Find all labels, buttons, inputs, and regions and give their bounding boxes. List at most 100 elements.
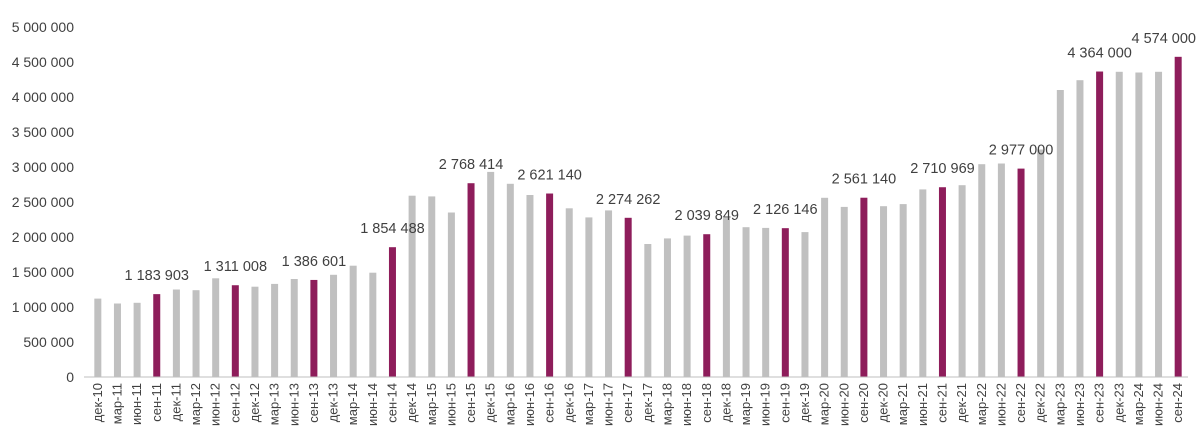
bar — [1056, 90, 1064, 377]
bar — [153, 294, 161, 377]
x-tick-label: июн-13 — [286, 383, 301, 426]
bar — [487, 171, 495, 377]
y-tick-label: 4 000 000 — [12, 89, 74, 105]
bar — [231, 285, 239, 377]
x-tick-label: сен-14 — [384, 383, 399, 423]
bar — [251, 286, 259, 377]
data-label: 2 274 262 — [596, 192, 661, 208]
x-tick-label: мар-24 — [1131, 383, 1146, 425]
x-tick-label: июн-18 — [679, 383, 694, 426]
y-tick-label: 500 000 — [23, 334, 74, 350]
bar — [113, 303, 121, 377]
x-tick-label: июн-19 — [758, 383, 773, 426]
x-tick-label: июн-20 — [836, 383, 851, 426]
bar — [388, 247, 396, 377]
x-axis: дек-10 мар-11 июн-11 сен-11 дек-11 мар-12 июн-… — [84, 376, 1188, 426]
y-tick-label: 4 500 000 — [12, 54, 74, 70]
bar — [212, 278, 220, 377]
x-tick-label: июн-17 — [601, 383, 616, 426]
x-tick-label: дек-10 — [90, 383, 105, 422]
x-tick-label: июн-12 — [208, 383, 223, 426]
x-tick-label: сен-18 — [699, 383, 714, 423]
bar — [683, 235, 691, 377]
x-tick-label: дек-16 — [561, 383, 576, 422]
x-tick-label: дек-13 — [326, 383, 341, 422]
bar — [1115, 71, 1123, 378]
x-tick-label: мар-14 — [345, 383, 360, 425]
x-tick-label: сен-23 — [1092, 383, 1107, 423]
bar — [585, 217, 593, 377]
bar — [192, 290, 200, 377]
bar — [310, 279, 318, 377]
x-tick-label: сен-24 — [1170, 383, 1185, 423]
y-tick-label: 3 500 000 — [12, 124, 74, 140]
bar — [1076, 80, 1084, 377]
bar — [290, 279, 298, 377]
bar — [860, 197, 868, 377]
bar — [133, 302, 141, 377]
y-tick-label: 2 500 000 — [12, 194, 74, 210]
x-tick-label: дек-12 — [247, 383, 262, 422]
x-tick-label: июн-16 — [522, 383, 537, 426]
bar — [1135, 72, 1143, 377]
bar — [624, 217, 632, 377]
bar — [938, 187, 946, 377]
x-tick-label: сен-17 — [620, 383, 635, 423]
bar — [997, 163, 1005, 377]
bar — [408, 195, 416, 377]
x-tick-label: сен-11 — [149, 383, 164, 422]
x-tick-label: июн-24 — [1151, 383, 1166, 426]
bar — [349, 265, 357, 377]
data-label: 2 768 414 — [439, 157, 504, 173]
x-tick-label: дек-23 — [1111, 383, 1126, 422]
x-tick-label: дек-18 — [718, 383, 733, 422]
x-tick-label: мар-19 — [738, 383, 753, 425]
data-label: 4 364 000 — [1067, 46, 1132, 62]
x-tick-label: июн-11 — [129, 383, 144, 425]
bar — [506, 183, 514, 377]
bar — [742, 227, 750, 377]
x-tick-label: дек-14 — [404, 383, 419, 422]
x-tick-label: мар-18 — [659, 383, 674, 425]
bar — [565, 208, 573, 377]
bar — [1155, 71, 1163, 378]
bar — [526, 195, 534, 377]
x-tick-label: мар-13 — [267, 383, 282, 425]
bar — [781, 228, 789, 377]
x-tick-label: дек-22 — [1033, 383, 1048, 422]
data-label: 2 561 140 — [832, 172, 897, 188]
bar — [919, 189, 927, 377]
x-tick-label: мар-23 — [1052, 383, 1067, 425]
x-tick-label: июн-15 — [443, 383, 458, 426]
data-label: 2 710 969 — [910, 161, 975, 177]
bar — [722, 218, 730, 377]
x-tick-label: дек-20 — [876, 383, 891, 422]
x-tick-label: дек-15 — [483, 383, 498, 422]
x-tick-label: мар-15 — [424, 383, 439, 425]
x-tick-label: мар-11 — [109, 383, 124, 424]
x-tick-label: июн-21 — [915, 383, 930, 426]
y-tick-label: 5 000 000 — [12, 19, 74, 35]
data-labels: 1 183 903 1 311 008 1 386 601 1 854 488 2 76… — [124, 31, 1196, 284]
bar — [762, 227, 770, 377]
data-label: 2 977 000 — [989, 143, 1054, 159]
bar — [644, 244, 652, 377]
bar — [1017, 168, 1025, 377]
x-tick-label: сен-20 — [856, 383, 871, 423]
x-tick-label: мар-12 — [188, 383, 203, 425]
data-label: 1 386 601 — [282, 254, 347, 270]
x-tick-label: июн-14 — [365, 383, 380, 426]
x-tick-label: мар-17 — [581, 383, 596, 425]
x-tick-label: мар-22 — [974, 383, 989, 425]
x-tick-label: мар-21 — [895, 383, 910, 425]
x-tick-label: мар-20 — [817, 383, 832, 425]
x-tick-label: сен-21 — [934, 383, 949, 423]
bar — [1096, 71, 1104, 378]
x-tick-label: июн-22 — [993, 383, 1008, 426]
x-tick-label: сен-22 — [1013, 383, 1028, 423]
bar — [271, 283, 279, 377]
bars — [94, 56, 1182, 378]
x-tick-label: дек-21 — [954, 383, 969, 422]
